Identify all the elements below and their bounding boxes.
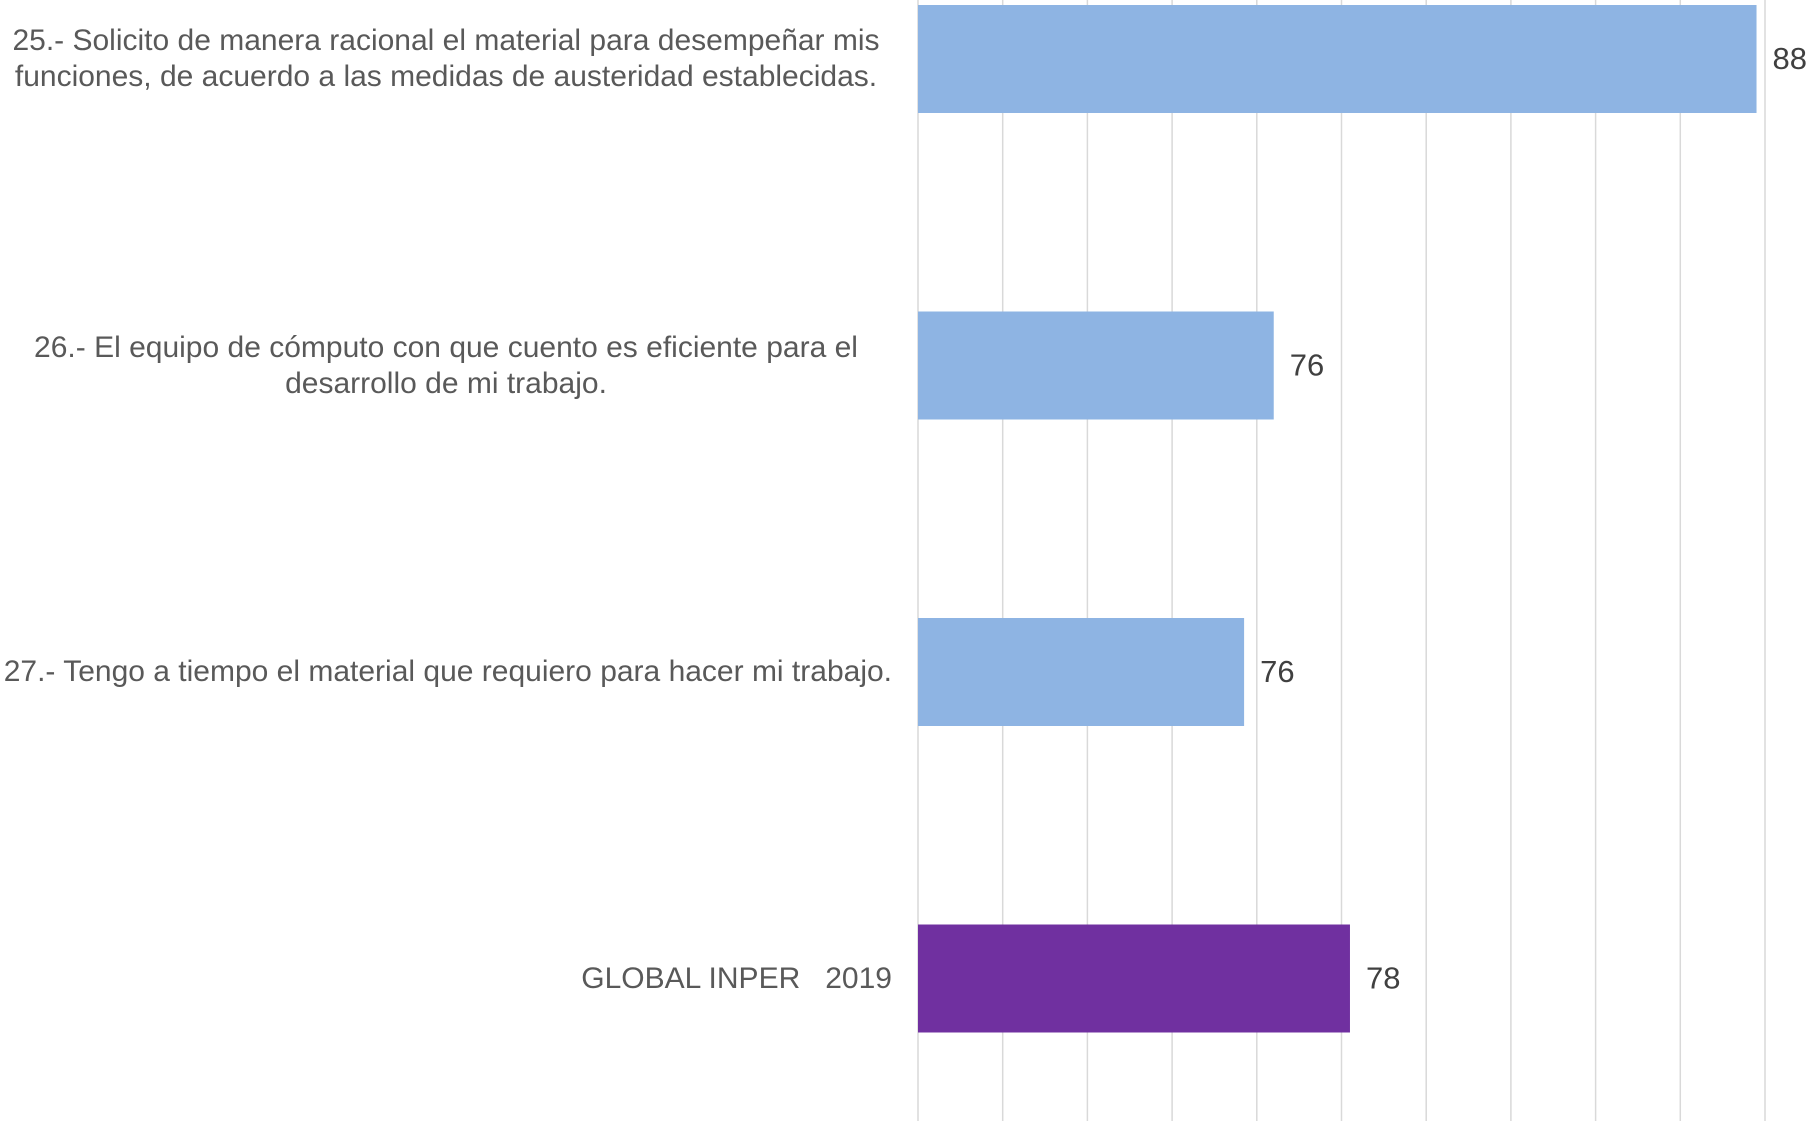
bar: [918, 924, 1350, 1033]
y-tick-label: 27.- Tengo a tiempo el material que requ…: [3, 655, 892, 688]
category-label-box: 27.- Tengo a tiempo el material que requ…: [0, 592, 892, 752]
data-label: 88: [1773, 41, 1807, 76]
data-label: 76: [1290, 348, 1324, 383]
category-label-box: GLOBAL INPER 2019: [0, 899, 892, 1059]
bar: [918, 311, 1274, 420]
category-label-box: 25.- Solicito de manera racional el mate…: [0, 0, 892, 139]
y-tick-label: 26.- El equipo de cómputo con que cuento…: [34, 330, 867, 400]
y-tick-label: GLOBAL INPER 2019: [581, 961, 892, 995]
data-label: 76: [1260, 654, 1294, 689]
y-tick-label: 25.- Solicito de manera racional el mate…: [12, 24, 888, 93]
bar: [918, 5, 1757, 113]
data-label: 78: [1366, 961, 1400, 996]
bar: [918, 618, 1245, 726]
category-label-box: 26.- El equipo de cómputo con que cuento…: [0, 286, 892, 446]
